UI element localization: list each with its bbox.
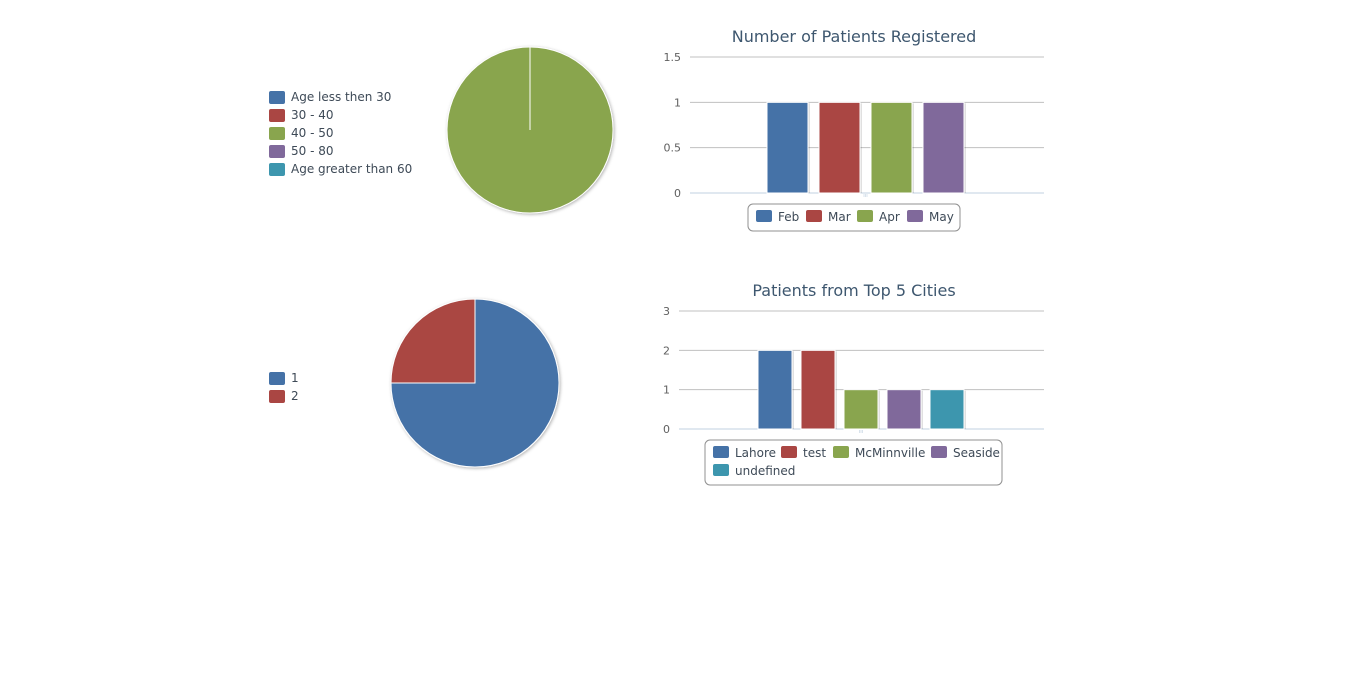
legend-label[interactable]: McMinnville — [855, 446, 925, 460]
chart-title: Patients from Top 5 Cities — [752, 281, 955, 300]
pie-slice[interactable] — [390, 298, 476, 384]
y-tick-label: 2 — [663, 344, 670, 357]
age-pie-chart — [446, 46, 614, 214]
legend-item[interactable]: 40 - 50 — [269, 124, 412, 142]
legend-label[interactable]: Seaside — [953, 446, 1000, 460]
bar[interactable] — [870, 101, 913, 194]
y-tick-label: 1 — [663, 384, 670, 397]
legend-swatch — [269, 389, 285, 403]
y-tick-label: 0.5 — [664, 142, 682, 155]
legend-swatch — [269, 108, 285, 122]
top-cities-chart: Patients from Top 5 Cities 0 1 2 3 Lahore tes… — [663, 281, 1044, 486]
legend-swatch[interactable] — [713, 446, 729, 458]
age-pie-legend: Age less then 30 30 - 40 40 - 50 50 - 80… — [269, 88, 412, 178]
bar[interactable] — [818, 101, 861, 194]
legend-swatch[interactable] — [907, 210, 923, 222]
pie2-chart — [390, 298, 560, 468]
legend-box — [747, 203, 961, 232]
legend-item[interactable]: 2 — [269, 387, 299, 405]
legend-box — [704, 439, 1003, 486]
legend-item[interactable]: 1 — [269, 369, 299, 387]
y-tick-label: 1.5 — [664, 51, 682, 64]
y-tick-label: 3 — [663, 305, 670, 318]
legend-swatch[interactable] — [806, 210, 822, 222]
legend-label: 2 — [291, 389, 299, 403]
legend-label: 30 - 40 — [291, 108, 334, 122]
legend-swatch[interactable] — [713, 464, 729, 476]
chart-title: Number of Patients Registered — [732, 27, 977, 46]
bar[interactable] — [843, 389, 879, 430]
legend-swatch — [269, 126, 285, 140]
bar[interactable] — [766, 101, 809, 194]
legend-label[interactable]: undefined — [735, 464, 795, 478]
legend-label: Age less then 30 — [291, 90, 392, 104]
legend-swatch[interactable] — [857, 210, 873, 222]
legend-label[interactable]: Mar — [828, 210, 851, 224]
bar[interactable] — [929, 389, 965, 430]
legend-swatch — [269, 162, 285, 176]
bar[interactable] — [886, 389, 922, 430]
legend-label[interactable]: Lahore — [735, 446, 776, 460]
y-tick-label: 1 — [674, 96, 681, 109]
legend-label[interactable]: test — [803, 446, 826, 460]
legend-label[interactable]: Feb — [778, 210, 799, 224]
legend-swatch[interactable] — [781, 446, 797, 458]
y-tick-label: 0 — [663, 423, 670, 436]
chart-legend: Lahore test McMinnville Seaside undefined — [704, 439, 1003, 486]
legend-item[interactable]: 50 - 80 — [269, 142, 412, 160]
legend-item[interactable]: Age less then 30 — [269, 88, 412, 106]
patients-registered-chart: Number of Patients Registered 0 0.5 1 1.5 Fe… — [664, 27, 1044, 232]
pie-slice[interactable] — [390, 298, 560, 468]
legend-item[interactable]: Age greater than 60 — [269, 160, 412, 178]
legend-swatch — [269, 144, 285, 158]
bar[interactable] — [922, 101, 965, 194]
y-tick-label: 0 — [674, 187, 681, 200]
pie2-legend: 1 2 — [269, 369, 299, 405]
pie-slices — [446, 46, 614, 214]
legend-swatch[interactable] — [833, 446, 849, 458]
legend-label[interactable]: Apr — [879, 210, 900, 224]
legend-label: Age greater than 60 — [291, 162, 413, 176]
legend-label: 40 - 50 — [291, 126, 334, 140]
legend-swatch[interactable] — [931, 446, 947, 458]
legend-label: 1 — [291, 371, 299, 385]
bar[interactable] — [800, 349, 836, 430]
legend-label: 50 - 80 — [291, 144, 334, 158]
legend-label[interactable]: May — [929, 210, 954, 224]
pie-slices — [390, 298, 560, 468]
chart-legend: Feb Mar Apr May — [747, 203, 961, 232]
bar[interactable] — [757, 349, 793, 430]
legend-swatch — [269, 371, 285, 385]
legend-swatch[interactable] — [756, 210, 772, 222]
legend-item[interactable]: 30 - 40 — [269, 106, 412, 124]
legend-swatch — [269, 90, 285, 104]
